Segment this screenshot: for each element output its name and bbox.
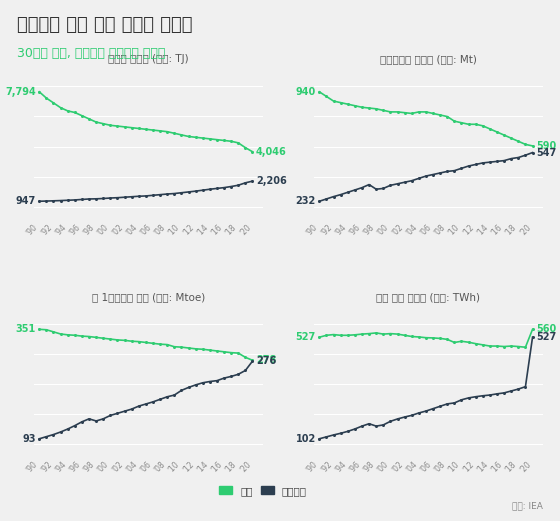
Text: 독일과는 사뭇 다른 한국의 그래프: 독일과는 사뭇 다른 한국의 그래프 — [17, 16, 192, 34]
Text: 947: 947 — [16, 196, 36, 206]
Text: 940: 940 — [296, 87, 316, 97]
Text: 30년의 시간, 그래프의 기울기는 반대로: 30년의 시간, 그래프의 기울기는 반대로 — [17, 47, 165, 60]
Text: 560: 560 — [536, 325, 556, 334]
Text: 590: 590 — [536, 141, 556, 151]
Text: 351: 351 — [16, 325, 36, 334]
Title: 최종 전력 소비량 (단위: TWh): 최종 전력 소비량 (단위: TWh) — [376, 292, 480, 302]
Title: 총 1차에너지 공급 (단위: Mtoe): 총 1차에너지 공급 (단위: Mtoe) — [92, 292, 205, 302]
Title: 에너지 생산량 (단위: TJ): 에너지 생산량 (단위: TJ) — [108, 54, 189, 64]
Text: 278: 278 — [256, 355, 277, 365]
Text: 527: 527 — [296, 332, 316, 342]
Text: 276: 276 — [256, 356, 276, 366]
Text: 4,046: 4,046 — [256, 147, 287, 157]
Text: 547: 547 — [536, 147, 556, 157]
Text: 7,794: 7,794 — [5, 87, 36, 97]
Text: 102: 102 — [296, 434, 316, 444]
Text: 527: 527 — [536, 332, 556, 342]
Text: 2,206: 2,206 — [256, 176, 287, 186]
Text: 자료: IEA: 자료: IEA — [512, 502, 543, 511]
Text: 93: 93 — [22, 434, 36, 444]
Text: 232: 232 — [296, 196, 316, 206]
Legend: 독일, 대한민국: 독일, 대한민국 — [215, 482, 311, 500]
Title: 이산화탄소 배출량 (단위: Mt): 이산화탄소 배출량 (단위: Mt) — [380, 54, 477, 64]
